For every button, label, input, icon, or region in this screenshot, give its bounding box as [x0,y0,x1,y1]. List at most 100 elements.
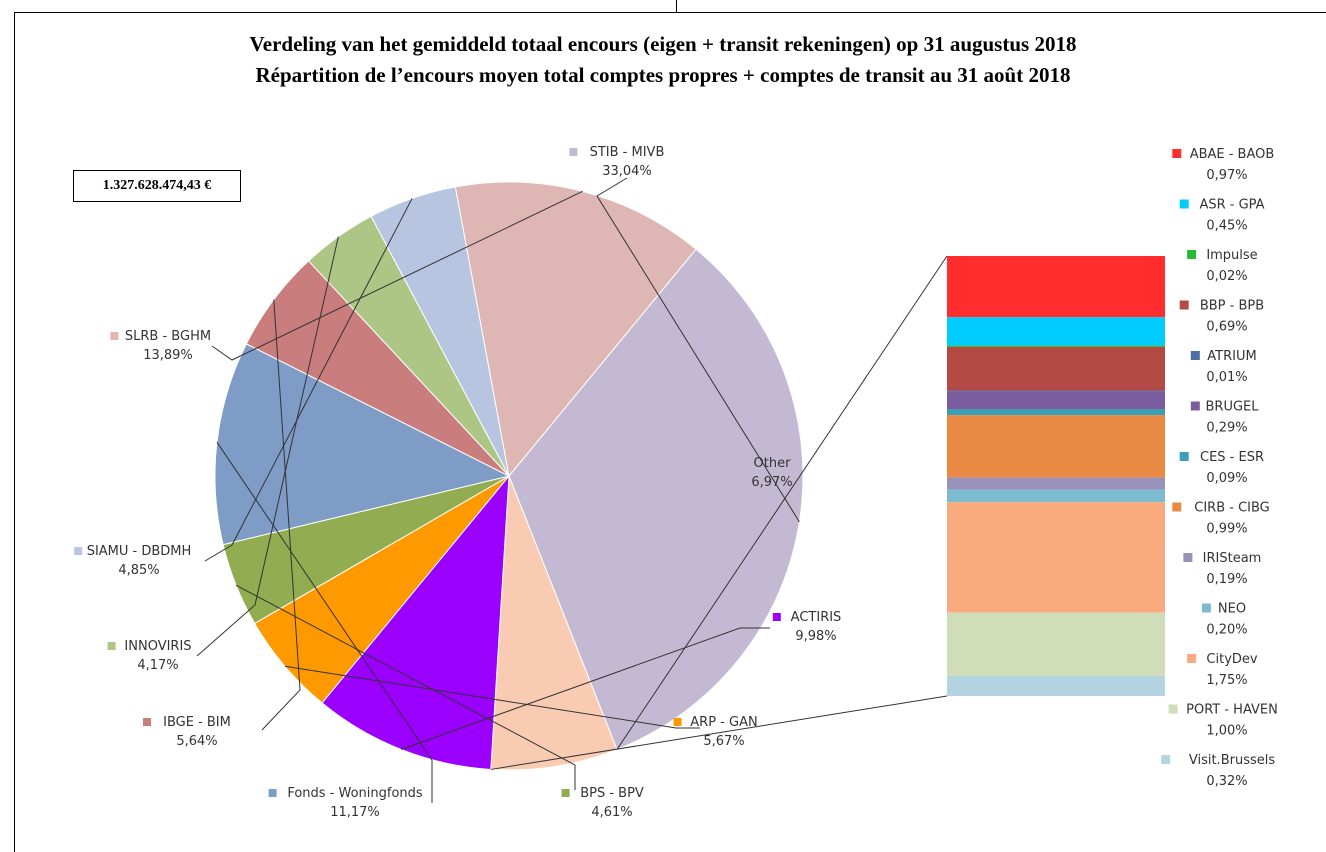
legend-swatch-brugel [1190,401,1200,411]
bar-of-pie-connectors [490,255,948,770]
leader-line-arp-gan [284,665,700,729]
legend-swatch-asr-gpa [1179,199,1189,209]
pie-label-name-arp-gan: ARP - GAN [690,715,757,730]
legend-name-visit-brussels: Visit.Brussels [1189,753,1275,768]
legend-swatch-port-haven [1168,704,1178,714]
pie-slice-other [490,475,618,771]
legend-name-asr-gpa: ASR - GPA [1199,198,1264,213]
legend-value-citydev: 1,75% [1206,673,1247,688]
chart-frame [14,12,1326,852]
pie-label-name-ibge-bim: IBGE - BIM [163,715,231,730]
pie-label-value-other: 6,97% [751,475,792,490]
pie-label-swatch-siamu-dbdmh [74,547,83,555]
legend-name-neo: NEO [1218,602,1246,617]
bar-segment-impulse [947,345,1165,347]
pie-label-value-slrb-bghm: 13,89% [143,348,193,363]
frame-notch [676,0,677,12]
legend-value-cirb-cibg: 0,99% [1206,522,1247,537]
pie-label-swatch-stib-mivb [569,148,578,156]
pie-label-swatch-bps-bpv [561,789,570,797]
leader-line-siamu-dbdmh [204,198,413,562]
pie-labels: STIB - MIVB 33,04% Other 6,97% ACTIRIS 9,98% A… [74,145,841,820]
bar-segment-iristeam [947,477,1165,490]
legend-value-abae-baob: 0,97% [1206,168,1247,183]
legend-value-port-haven: 1,00% [1206,724,1247,739]
chart-subtitle: Répartition de l’encours moyen total com… [255,63,1071,87]
legend-name-port-haven: PORT - HAVEN [1186,703,1278,718]
pie-label-value-actiris: 9,98% [795,629,836,644]
bar-segment-bbp-bpb [947,346,1165,391]
leader-line-actiris [401,627,770,750]
pie-label-name-other: Other [754,456,792,471]
legend-name-atrium: ATRIUM [1207,349,1256,364]
legend-name-brugel: BRUGEL [1206,400,1260,415]
legend-value-asr-gpa: 0,45% [1206,219,1247,234]
pie-label-swatch-arp-gan [673,718,682,726]
leader-line-bps-bpv [235,584,576,790]
pie-label-name-stib-mivb: STIB - MIVB [590,145,665,160]
pie-slices [214,181,804,771]
legend-value-impulse: 0,02% [1206,269,1247,284]
legend-name-bbp-bpb: BBP - BPB [1200,299,1264,314]
pie-label-value-stib-mivb: 33,04% [602,164,652,179]
pie-label-name-innoviris: INNOVIRIS [124,639,191,654]
bar-segment-abae-baob [947,256,1165,318]
connector-bottom [490,695,948,770]
legend-name-ces-esr: CES - ESR [1200,450,1264,465]
pie-label-swatch-slrb-bghm [110,332,119,340]
pie-label-value-bps-bpv: 4,61% [591,805,632,820]
pie-label-value-innoviris: 4,17% [137,658,178,673]
bar-segment-cirb-cibg [947,415,1165,478]
pie-label-value-ibge-bim: 5,64% [176,734,217,749]
leader-line-innoviris [196,236,339,657]
legend-value-brugel: 0,29% [1206,421,1247,436]
other-legend: ABAE - BAOB 0,97% ASR - GPA 0,45% Impulse 0,0… [1161,147,1278,789]
legend-swatch-bbp-bpb [1179,300,1189,310]
pie-label-swatch-fonds-woningfonds [268,789,277,797]
pie-label-name-fonds-woningfonds: Fonds - Woningfonds [287,786,423,801]
pie-label-swatch-innoviris [107,642,116,650]
pie-label-name-slrb-bghm: SLRB - BGHM [125,329,211,344]
legend-value-visit-brussels: 0,32% [1206,774,1247,789]
legend-value-bbp-bpb: 0,69% [1206,320,1247,335]
bar-segment-citydev [947,502,1165,613]
pie-label-value-arp-gan: 5,67% [703,734,744,749]
legend-name-cirb-cibg: CIRB - CIBG [1194,501,1270,516]
bar-segment-asr-gpa [947,317,1165,346]
pie-label-name-siamu-dbdmh: SIAMU - DBDMH [87,544,192,559]
legend-swatch-impulse [1187,250,1197,259]
leader-line-slrb-bghm [211,190,583,361]
leader-line-fonds-woningfonds [216,441,433,803]
legend-swatch-cirb-cibg [1172,502,1182,512]
total-amount: 1.327.628.474,43 € [102,178,212,193]
leader-line-ibge-bim [261,299,301,731]
legend-value-neo: 0,20% [1206,623,1247,638]
bar-segment-port-haven [947,612,1165,676]
connector-top [616,255,948,750]
leader-line-stib-mivb [596,177,800,523]
bar-segment-ces-esr [947,409,1165,416]
legend-name-citydev: CityDev [1206,652,1257,667]
legend-swatch-abae-baob [1172,149,1182,158]
legend-swatch-iristeam [1183,553,1193,562]
pie-label-name-bps-bpv: BPS - BPV [580,786,644,801]
pie-label-value-fonds-woningfonds: 11,17% [330,805,380,820]
pie-label-name-actiris: ACTIRIS [791,610,842,625]
legend-value-ces-esr: 0,09% [1206,471,1247,486]
total-amount-box: 1.327.628.474,43 € [73,170,241,202]
bar-segment-neo [947,489,1165,503]
bar-segment-brugel [947,391,1165,410]
legend-swatch-citydev [1187,654,1197,663]
legend-swatch-ces-esr [1179,452,1189,461]
legend-swatch-atrium [1190,351,1200,360]
pie-label-swatch-ibge-bim [143,718,151,726]
legend-swatch-neo [1201,603,1211,613]
legend-name-iristeam: IRISteam [1203,551,1262,566]
pie-slice-slrb-bghm [454,181,697,478]
bar-segment-visit-brussels [947,675,1165,696]
legend-name-abae-baob: ABAE - BAOB [1190,147,1275,162]
legend-name-impulse: Impulse [1206,248,1257,263]
bar-segment-atrium [947,390,1165,392]
pie-label-swatch-actiris [772,613,781,621]
